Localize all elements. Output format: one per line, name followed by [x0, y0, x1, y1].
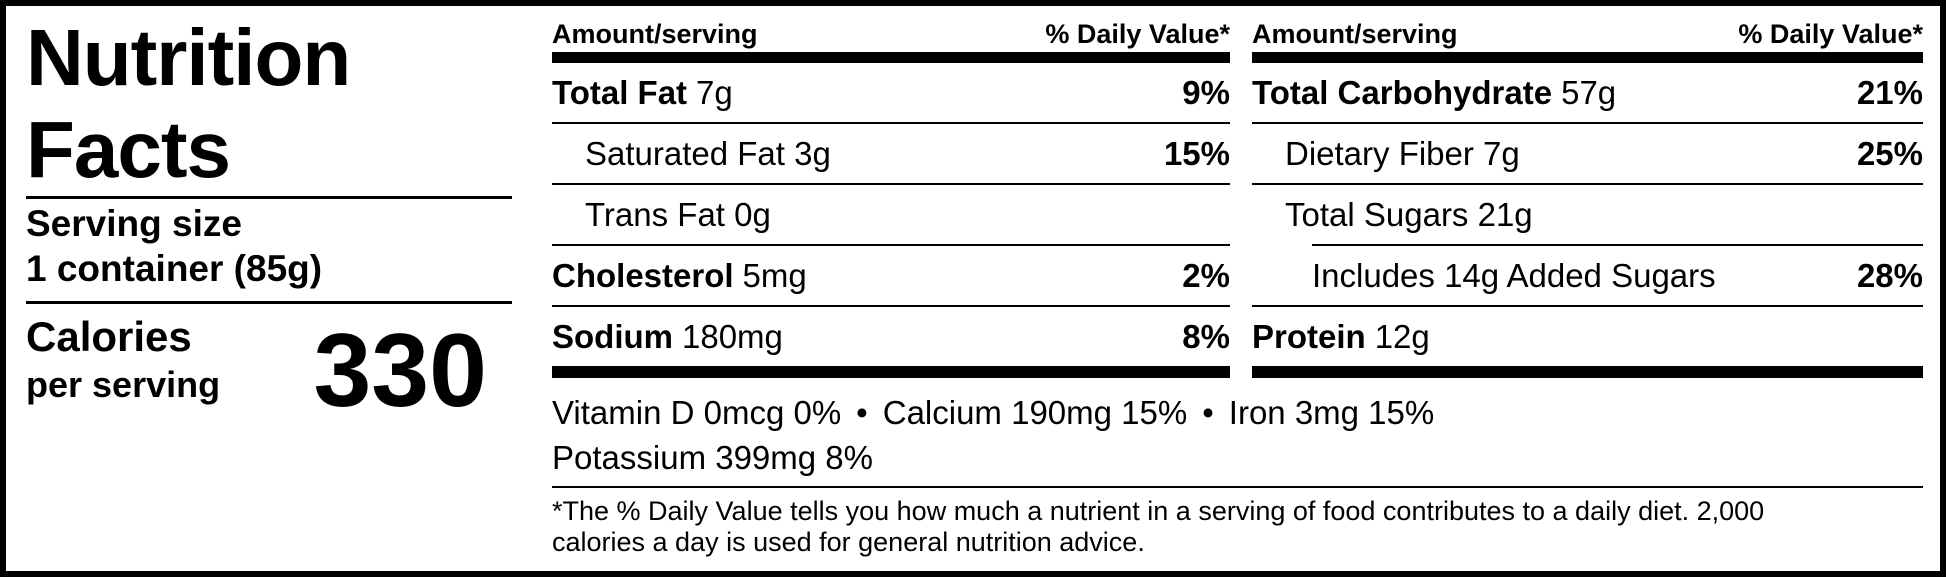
nutrient-name: Cholesterol 5mg [552, 256, 807, 294]
footnote: *The % Daily Value tells you how much a … [552, 496, 1923, 558]
panel-header: Amount/serving % Daily Value* [1252, 6, 1923, 52]
bullet-separator: • [1202, 394, 1214, 431]
nutrient-area: Amount/serving % Daily Value* Total Fat 7… [552, 6, 1923, 558]
nutrient-amount: 180mg [682, 317, 783, 355]
thick-rule [1252, 366, 1923, 378]
nutrient-name: Protein 12g [1252, 317, 1430, 355]
nutrient-amount: 7g [696, 73, 733, 111]
nutrient-row-total-fat: Total Fat 7g 9% [552, 63, 1230, 122]
nutrient-amount: Includes 14g Added Sugars [1312, 256, 1716, 294]
daily-value: 8% [1182, 317, 1230, 355]
iron-value: Iron 3mg 15% [1228, 394, 1435, 431]
amount-serving-header: Amount/serving [552, 19, 758, 49]
daily-value: 2% [1182, 256, 1230, 294]
thick-rule [1252, 52, 1923, 63]
daily-value: 9% [1182, 73, 1230, 111]
calories-block: Calories per serving 330 [26, 312, 512, 429]
left-panel: Nutrition Facts Serving size 1 container… [26, 6, 512, 429]
nutrient-amount: Saturated Fat 3g [585, 134, 831, 172]
micronutrients-block: Vitamin D 0mcg 0% • Calcium 190mg 15% • Iron… [552, 390, 1923, 480]
footnote-line-1: *The % Daily Value tells you how much a … [552, 496, 1765, 526]
nutrient-panel-fats: Amount/serving % Daily Value* Total Fat 7… [552, 6, 1230, 378]
daily-value: 15% [1163, 134, 1230, 172]
nutrient-row-saturated-fat: Saturated Fat 3g 15% [552, 124, 1230, 183]
nutrient-name: Includes 14g Added Sugars [1312, 257, 1716, 295]
daily-value: 25% [1856, 134, 1923, 172]
serving-size-block: Serving size 1 container (85g) [26, 201, 512, 291]
nutrient-amount: 12g [1374, 317, 1430, 355]
nutrient-row-sodium: Sodium 180mg 8% [552, 307, 1230, 366]
footnote-rule [552, 486, 1923, 488]
nutrient-row-total-sugars: Total Sugars 21g [1252, 185, 1923, 244]
nutrient-row-total-carbohydrate: Total Carbohydrate 57g 21% [1252, 63, 1923, 122]
separator [552, 183, 1230, 185]
daily-value: 21% [1856, 73, 1923, 111]
nutrient-panel-carbs: Amount/serving % Daily Value* Total Carb… [1252, 6, 1923, 378]
nutrient-row-added-sugars: Includes 14g Added Sugars 28% [1252, 246, 1923, 305]
nutrient-row-protein: Protein 12g [1252, 307, 1923, 366]
footnote-line-2: calories a day is used for general nutri… [552, 527, 1145, 557]
nutrient-name: Total Carbohydrate 57g [1252, 73, 1617, 111]
nutrient-name: Saturated Fat 3g [585, 135, 831, 173]
serving-size-value: 1 container (85g) [26, 248, 323, 289]
left-rule-2 [26, 301, 512, 304]
nutrient-amount: 5mg [742, 256, 807, 294]
serving-size-label: Serving size [26, 203, 242, 244]
nutrient-amount: 57g [1561, 73, 1617, 111]
separator [1252, 305, 1923, 307]
separator [552, 122, 1230, 124]
daily-value-header: % Daily Value* [1738, 19, 1923, 49]
micronutrients-line-2: Potassium 399mg 8% [552, 435, 1923, 480]
calories-label: Calories [26, 313, 192, 360]
daily-value: 28% [1856, 256, 1923, 294]
bullet-separator: • [856, 394, 868, 431]
nutrient-amount: Total Sugars 21g [1285, 195, 1533, 233]
nutrient-amount: Dietary Fiber 7g [1285, 134, 1520, 172]
nutrient-name: Total Sugars 21g [1285, 196, 1533, 234]
panel-header: Amount/serving % Daily Value* [552, 6, 1230, 52]
separator [1252, 122, 1923, 124]
potassium-value: Potassium 399mg 8% [552, 439, 873, 476]
daily-value-header: % Daily Value* [1045, 19, 1230, 49]
calories-value: 330 [313, 313, 487, 429]
nutrient-row-cholesterol: Cholesterol 5mg 2% [552, 246, 1230, 305]
calories-sublabel: per serving [26, 364, 221, 405]
nutrient-amount: Trans Fat 0g [585, 195, 771, 233]
calcium-value: Calcium 190mg 15% [882, 394, 1188, 431]
separator [1252, 183, 1923, 185]
separator [552, 244, 1230, 246]
label-title: Nutrition Facts [26, 12, 512, 196]
separator [552, 305, 1230, 307]
nutrient-row-dietary-fiber: Dietary Fiber 7g 25% [1252, 124, 1923, 183]
nutrient-name: Total Fat 7g [552, 73, 733, 111]
title-line-1: Nutrition [26, 13, 351, 102]
calories-labels: Calories per serving [26, 312, 220, 408]
thick-rule [552, 366, 1230, 378]
left-rule-1 [26, 196, 512, 199]
nutrient-row-trans-fat: Trans Fat 0g [552, 185, 1230, 244]
thick-rule [552, 52, 1230, 63]
separator [1312, 244, 1923, 246]
nutrient-name: Trans Fat 0g [585, 196, 771, 234]
nutrient-name: Sodium 180mg [552, 317, 783, 355]
vitamin-d-value: Vitamin D 0mcg 0% [552, 394, 842, 431]
nutrient-name: Dietary Fiber 7g [1285, 135, 1520, 173]
title-line-2: Facts [26, 105, 231, 194]
amount-serving-header: Amount/serving [1252, 19, 1458, 49]
micronutrients-line-1: Vitamin D 0mcg 0% • Calcium 190mg 15% • Iron… [552, 390, 1923, 435]
